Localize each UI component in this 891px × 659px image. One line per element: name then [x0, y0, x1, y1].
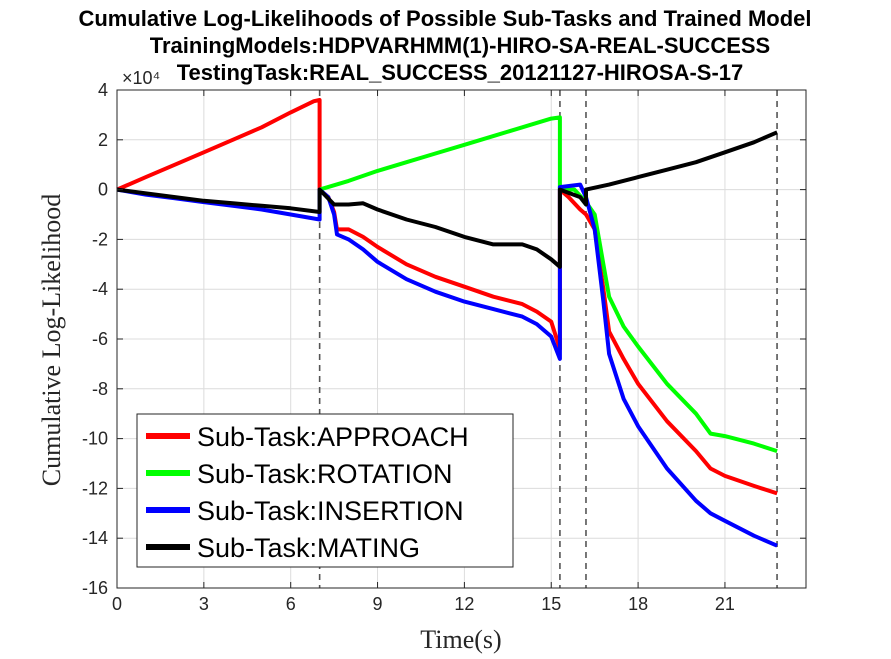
y-tick-label: -10 — [82, 429, 108, 449]
legend-label: Sub-Task:INSERTION — [197, 496, 464, 526]
chart-title-line-1: Cumulative Log-Likelihoods of Possible S… — [78, 6, 811, 31]
x-axis-label: Time(s) — [420, 625, 501, 654]
y-tick-label: 4 — [98, 80, 108, 100]
x-tick-label: 9 — [373, 594, 383, 614]
series-line — [116, 182, 778, 548]
y-tick-label: -12 — [82, 478, 108, 498]
y-tick-label: 0 — [98, 180, 108, 200]
x-tick-label: 3 — [199, 594, 209, 614]
x-tick-label: 18 — [628, 594, 648, 614]
series-lines — [116, 98, 778, 548]
series-line — [116, 98, 778, 496]
x-tick-label: 15 — [541, 594, 561, 614]
x-tick-label: 21 — [715, 594, 735, 614]
y-tick-label: -16 — [82, 578, 108, 598]
series-line — [116, 130, 778, 269]
chart-title-line-2: TrainingModels:HDPVARHMM(1)-HIRO-SA-REAL… — [150, 33, 770, 58]
x-tick-label: 6 — [286, 594, 296, 614]
legend-box — [136, 413, 514, 568]
y-exponent-label: ×10⁴ — [122, 68, 160, 88]
y-tick-label: -14 — [82, 528, 108, 548]
y-tick-label: -4 — [92, 279, 108, 299]
legend-label: Sub-Task:APPROACH — [197, 422, 469, 452]
y-axis-ticks: 4 2 0 -2 -4 -6 -8 -10 -12 -14 -16 — [82, 80, 806, 598]
chart-title-line-3: TestingTask:REAL_SUCCESS_20121127-HIROSA… — [177, 60, 744, 85]
legend-label: Sub-Task:MATING — [197, 533, 420, 563]
x-tick-label: 12 — [454, 594, 474, 614]
x-axis-ticks: 0 3 6 9 12 15 18 21 — [112, 90, 735, 614]
y-tick-label: -2 — [92, 229, 108, 249]
legend: Sub-Task:APPROACH Sub-Task:ROTATION Sub-Ta… — [136, 413, 514, 568]
y-axis-label: Cumulative Log-Likelihood — [37, 194, 66, 486]
legend-label: Sub-Task:ROTATION — [197, 459, 453, 489]
y-tick-label: -6 — [92, 329, 108, 349]
y-tick-label: 2 — [98, 130, 108, 150]
chart-title: Cumulative Log-Likelihoods of Possible S… — [78, 6, 811, 85]
y-tick-label: -8 — [92, 379, 108, 399]
x-tick-label: 0 — [112, 594, 122, 614]
